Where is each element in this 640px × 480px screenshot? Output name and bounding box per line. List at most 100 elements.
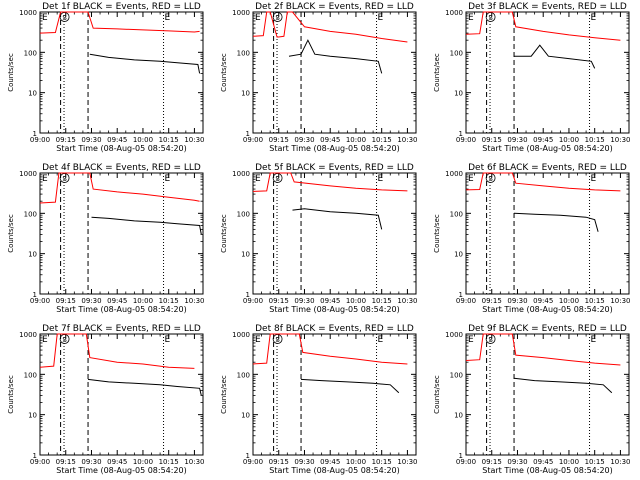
y-tick-label: 1 — [459, 291, 463, 299]
x-tick-label: 09:45 — [320, 297, 340, 305]
x-tick-label: 09:00 — [456, 458, 476, 466]
lld-series-line — [252, 172, 408, 192]
events-series-line — [514, 44, 596, 69]
lld-series-line — [252, 333, 408, 365]
panel-det-3: Det 3f BLACK = Events, RED = LLD 1 10 100 10… — [433, 2, 631, 153]
y-tick-label: 100 — [450, 49, 463, 57]
x-tick-label: 10:15 — [585, 297, 605, 305]
y-tick-label: 1000 — [19, 9, 37, 17]
y-tick-label: 100 — [450, 371, 463, 379]
plot-frame — [39, 11, 204, 134]
entry-marker-label: E — [378, 13, 384, 23]
y-axis-label: Counts/sec — [220, 375, 228, 414]
x-axis-label: Start Time (08-Aug-05 08:54:20) — [56, 466, 187, 475]
entry-marker-label: E — [378, 174, 384, 184]
entry-marker-label: E — [165, 13, 171, 23]
entry-marker-label: E — [165, 335, 171, 345]
x-tick-label: 09:45 — [320, 136, 340, 144]
y-axis-label: Counts/sec — [433, 53, 441, 92]
x-tick-label: 09:45 — [107, 297, 127, 305]
y-tick-label: 10 — [454, 251, 463, 259]
x-tick-label: 10:00 — [133, 136, 153, 144]
x-tick-label: 10:30 — [397, 136, 417, 144]
panel-title: Det 4f BLACK = Events, RED = LLD — [42, 163, 201, 173]
y-tick-label: 1 — [246, 130, 250, 138]
x-tick-label: 09:15 — [56, 136, 76, 144]
y-tick-label: 100 — [237, 371, 250, 379]
x-tick-label: 10:30 — [184, 297, 204, 305]
entry-marker-label: E — [591, 13, 597, 23]
x-tick-label: 10:00 — [559, 458, 579, 466]
panel-det-6: Det 6f BLACK = Events, RED = LLD 1 10 100 10… — [433, 163, 631, 314]
panel-det-1: Det 1f BLACK = Events, RED = LLD 1 10 100 10… — [7, 2, 205, 153]
panel-det-4: Det 4f BLACK = Events, RED = LLD 1 10 100 10… — [7, 163, 205, 314]
saa-marker-label: S — [275, 336, 280, 344]
y-tick-label: 100 — [237, 210, 250, 218]
y-tick-label: 1000 — [445, 170, 463, 178]
plot-frame — [252, 333, 417, 456]
x-tick-label: 09:00 — [456, 136, 476, 144]
lld-series-line — [465, 333, 621, 366]
x-tick-label: 09:15 — [56, 458, 76, 466]
x-tick-label: 10:00 — [133, 458, 153, 466]
panel-det-8: Det 8f BLACK = Events, RED = LLD 1 10 100 10… — [220, 324, 418, 475]
x-tick-label: 09:00 — [243, 297, 263, 305]
x-tick-label: 10:15 — [372, 297, 392, 305]
lld-series-line — [465, 11, 621, 41]
entry-marker-label: E — [255, 13, 261, 23]
y-tick-label: 100 — [24, 210, 37, 218]
x-tick-label: 09:45 — [533, 458, 553, 466]
y-tick-label: 1000 — [232, 331, 250, 339]
x-tick-label: 09:45 — [107, 458, 127, 466]
panel-det-9: Det 9f BLACK = Events, RED = LLD 1 10 100 10… — [433, 324, 631, 475]
y-tick-label: 1000 — [445, 9, 463, 17]
y-tick-label: 10 — [454, 90, 463, 98]
x-tick-label: 09:15 — [269, 458, 289, 466]
x-tick-label: 09:15 — [482, 297, 502, 305]
saa-marker-label: S — [62, 175, 67, 183]
y-tick-label: 1000 — [19, 331, 37, 339]
x-tick-label: 09:00 — [243, 458, 263, 466]
events-series-line — [292, 208, 383, 230]
panel-det-7: Det 7f BLACK = Events, RED = LLD 1 10 100 10… — [7, 324, 205, 475]
x-tick-label: 09:30 — [294, 136, 314, 144]
panel-det-5: Det 5f BLACK = Events, RED = LLD 1 10 100 10… — [220, 163, 418, 314]
x-tick-label: 10:30 — [184, 458, 204, 466]
events-series-line — [87, 378, 202, 396]
y-axis-label: Counts/sec — [7, 375, 15, 414]
x-tick-label: 09:45 — [320, 458, 340, 466]
plot-frame — [465, 333, 630, 456]
x-tick-label: 10:15 — [159, 297, 179, 305]
y-tick-label: 100 — [450, 210, 463, 218]
x-tick-label: 09:15 — [269, 297, 289, 305]
x-tick-label: 09:15 — [482, 458, 502, 466]
y-tick-label: 10 — [454, 412, 463, 420]
y-tick-label: 10 — [28, 251, 37, 259]
y-tick-label: 1000 — [19, 170, 37, 178]
x-tick-label: 10:30 — [610, 458, 630, 466]
entry-marker-label: E — [468, 174, 474, 184]
lld-series-line — [39, 333, 195, 369]
events-series-line — [91, 216, 202, 235]
y-tick-label: 10 — [241, 90, 250, 98]
saa-marker-label: S — [488, 175, 493, 183]
y-tick-label: 10 — [28, 90, 37, 98]
x-tick-label: 10:00 — [559, 297, 579, 305]
panel-title: Det 1f BLACK = Events, RED = LLD — [42, 2, 201, 12]
panel-title: Det 3f BLACK = Events, RED = LLD — [468, 2, 627, 12]
events-series-line — [300, 378, 400, 394]
x-tick-label: 09:30 — [507, 136, 527, 144]
plot-frame — [39, 172, 204, 295]
x-tick-label: 09:15 — [269, 136, 289, 144]
y-axis-label: Counts/sec — [433, 214, 441, 253]
x-tick-label: 09:45 — [107, 136, 127, 144]
x-tick-label: 09:45 — [533, 297, 553, 305]
entry-marker-label: E — [165, 174, 171, 184]
y-tick-label: 100 — [24, 371, 37, 379]
lld-series-line — [465, 172, 621, 192]
panel-title: Det 9f BLACK = Events, RED = LLD — [468, 324, 627, 334]
x-tick-label: 09:00 — [30, 136, 50, 144]
y-tick-label: 10 — [241, 251, 250, 259]
y-tick-label: 10 — [28, 412, 37, 420]
panel-title: Det 2f BLACK = Events, RED = LLD — [255, 2, 414, 12]
